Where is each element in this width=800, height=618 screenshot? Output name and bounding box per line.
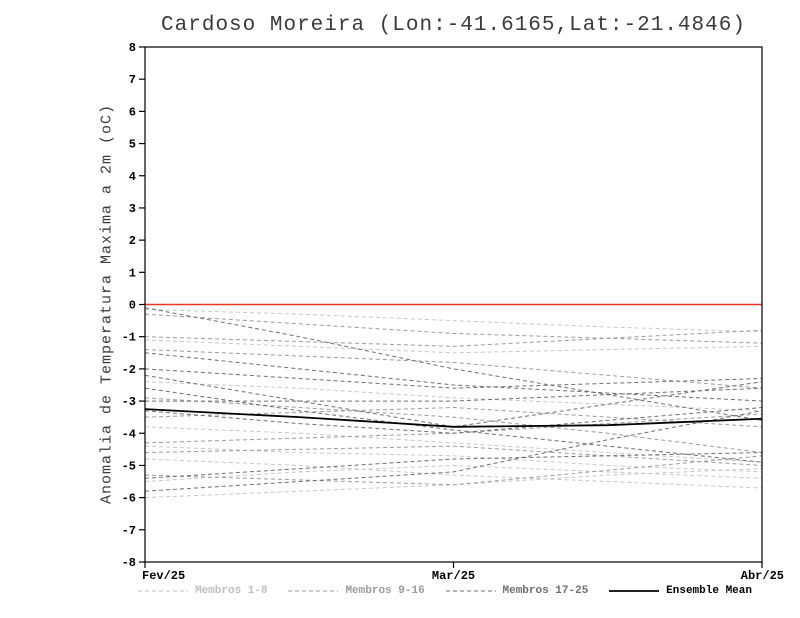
- legend: Membros 1-8 Membros 9-16 Membros 17-25 Ense…: [138, 585, 752, 597]
- ensemble-member-line: [144, 452, 763, 479]
- ensemble-member-line: [144, 445, 763, 466]
- y-axis-tick-label: 6: [129, 105, 136, 119]
- ensemble-member-line: [144, 308, 763, 333]
- legend-item: Membros 9-16: [288, 585, 425, 597]
- ensemble-member-line: [144, 455, 763, 486]
- ensemble-mean-line: [144, 408, 763, 428]
- y-axis-tick-label: -3: [122, 395, 136, 409]
- legend-label: Membros 1-8: [195, 585, 268, 597]
- legend-line-sample: [445, 590, 496, 592]
- ensemble-member-line: [144, 397, 763, 454]
- ensemble-member-line: [144, 387, 763, 463]
- chart-title: Cardoso Moreira (Lon:-41.6165,Lat:-21.48…: [161, 14, 746, 37]
- ensemble-member-line: [145, 387, 763, 402]
- y-axis-tick-label: -6: [122, 492, 136, 506]
- legend-line-sample: [288, 590, 339, 592]
- ensemble-member-line: [144, 368, 763, 389]
- x-axis-tick-label: Mar/25: [432, 569, 475, 583]
- legend-label: Membros 17-25: [502, 585, 589, 597]
- y-axis-tick-label: -8: [122, 556, 136, 570]
- y-axis-tick-label: 4: [129, 170, 136, 184]
- ensemble-member-line: [144, 406, 763, 428]
- y-axis-tick-label: 8: [129, 41, 136, 55]
- ensemble-member-line: [144, 313, 763, 344]
- ensemble-member-line: [144, 349, 763, 389]
- x-axis-tick-label: Abr/25: [741, 569, 784, 583]
- ensemble-member-line: [144, 352, 763, 402]
- y-axis-tick-label: 2: [129, 234, 136, 248]
- y-axis-tick-label: 0: [129, 299, 136, 313]
- ensemble-member-line: [144, 410, 763, 492]
- ensemble-member-line: [144, 407, 763, 434]
- y-axis-tick-label: -4: [122, 427, 136, 441]
- x-axis-tick-label: Fev/25: [142, 569, 185, 583]
- y-axis-tick-label: 3: [129, 202, 136, 216]
- legend-item: Membros 17-25: [445, 585, 589, 597]
- y-axis-tick-label: -7: [122, 524, 136, 538]
- y-axis-tick-label: -2: [122, 363, 136, 377]
- y-axis-tick-label: -5: [122, 459, 136, 473]
- legend-label: Membros 9-16: [345, 585, 425, 597]
- y-axis-tick-label: 5: [129, 138, 136, 152]
- legend-item: Ensemble Mean: [609, 585, 752, 597]
- legend-line-sample: [138, 590, 188, 592]
- y-axis-tick-label: -1: [122, 331, 136, 345]
- ensemble-member-line: [144, 339, 763, 354]
- ensemble-member-line: [144, 381, 763, 412]
- ensemble-member-line: [144, 329, 763, 347]
- legend-item: Membros 1-8: [138, 585, 268, 597]
- ensemble-member-line: [144, 458, 763, 489]
- legend-line-sample: [609, 590, 660, 592]
- y-axis-tick-label: 7: [129, 73, 136, 87]
- ensemble-member-line: [144, 464, 763, 483]
- ensemble-member-line: [144, 374, 763, 428]
- legend-label: Ensemble Mean: [666, 585, 752, 597]
- ensemble-member-line: [144, 426, 763, 463]
- ensemble-member-line: [144, 445, 763, 473]
- y-axis-tick-label: 1: [129, 266, 136, 280]
